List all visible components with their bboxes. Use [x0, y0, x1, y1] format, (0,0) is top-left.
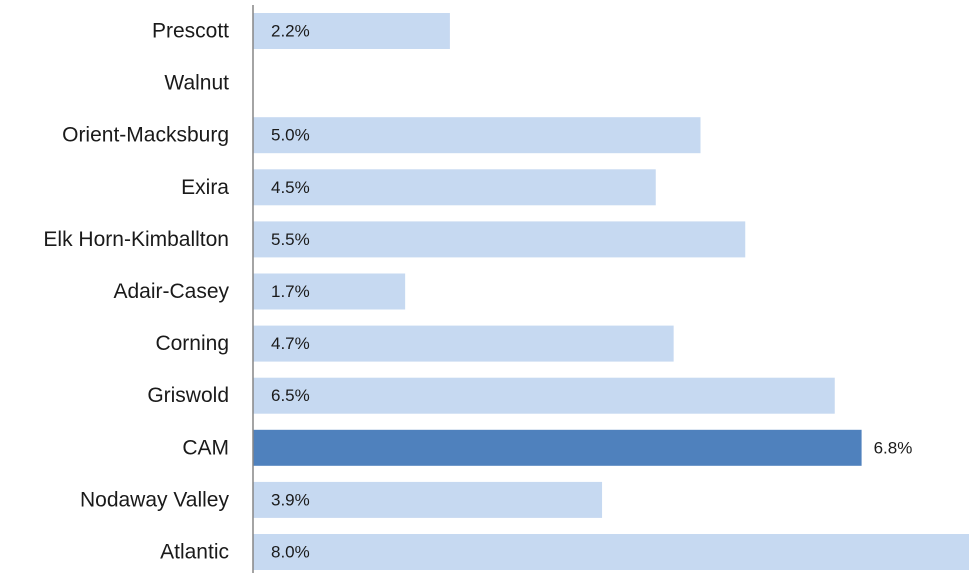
- value-label-cam: 6.8%: [874, 438, 913, 457]
- category-label-prescott: Prescott: [152, 20, 229, 43]
- value-label-nodaway-valley: 3.9%: [271, 490, 310, 509]
- category-label-atlantic: Atlantic: [160, 541, 229, 564]
- value-label-exira: 4.5%: [271, 178, 310, 197]
- value-labels-group: 2.2% 5.0% 4.5% 5.5% 1.7% 4.7% 6.5% 6.8% 3.9% 8.0%: [271, 22, 912, 562]
- category-label-elk-horn-kimballton: Elk Horn-Kimballton: [43, 228, 229, 251]
- value-label-orient-macksburg: 5.0%: [271, 126, 310, 145]
- value-label-prescott: 2.2%: [271, 22, 310, 41]
- bar-griswold: [253, 377, 835, 414]
- category-labels-group: Prescott Walnut Orient-Macksburg Exira Elk H…: [43, 20, 229, 564]
- value-label-corning: 4.7%: [271, 334, 310, 353]
- bar-atlantic: [253, 534, 969, 570]
- value-label-atlantic: 8.0%: [271, 543, 310, 562]
- bar-cam: [253, 429, 862, 466]
- bar-elk-horn-kimballton: [253, 221, 746, 258]
- category-label-corning: Corning: [155, 332, 229, 355]
- category-label-walnut: Walnut: [164, 72, 229, 95]
- category-label-griswold: Griswold: [147, 384, 229, 407]
- value-label-griswold: 6.5%: [271, 386, 310, 405]
- category-label-nodaway-valley: Nodaway Valley: [80, 488, 230, 511]
- category-label-adair-casey: Adair-Casey: [113, 280, 229, 303]
- category-label-orient-macksburg: Orient-Macksburg: [62, 124, 229, 147]
- bar-adair-casey: [253, 273, 406, 310]
- category-label-exira: Exira: [181, 176, 229, 199]
- bars-group: [253, 13, 969, 570]
- category-label-cam: CAM: [182, 436, 229, 459]
- bar-orient-macksburg: [253, 117, 701, 154]
- bar-prescott: [253, 13, 450, 49]
- value-label-elk-horn-kimballton: 5.5%: [271, 230, 310, 249]
- bar-nodaway-valley: [253, 481, 603, 518]
- bar-exira: [253, 169, 656, 206]
- bar-corning: [253, 325, 674, 362]
- value-label-adair-casey: 1.7%: [271, 282, 310, 301]
